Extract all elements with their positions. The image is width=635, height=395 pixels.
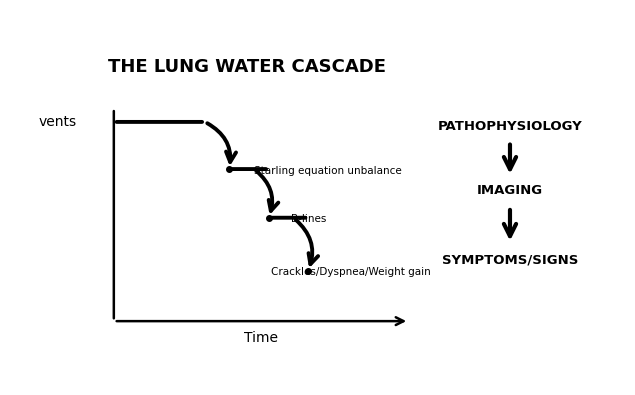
Text: IMAGING: IMAGING: [477, 184, 543, 197]
Text: SYMPTOMS/SIGNS: SYMPTOMS/SIGNS: [442, 254, 578, 267]
Text: PATHOPHYSIOLOGY: PATHOPHYSIOLOGY: [438, 120, 582, 133]
Text: THE LUNG WATER CASCADE: THE LUNG WATER CASCADE: [108, 58, 385, 76]
Text: Crackles/Dyspnea/Weight gain: Crackles/Dyspnea/Weight gain: [271, 267, 431, 277]
Text: vents: vents: [39, 115, 77, 129]
Text: Time: Time: [244, 331, 279, 346]
Text: B-lines: B-lines: [291, 214, 326, 224]
Text: Starling equation unbalance: Starling equation unbalance: [254, 166, 402, 176]
